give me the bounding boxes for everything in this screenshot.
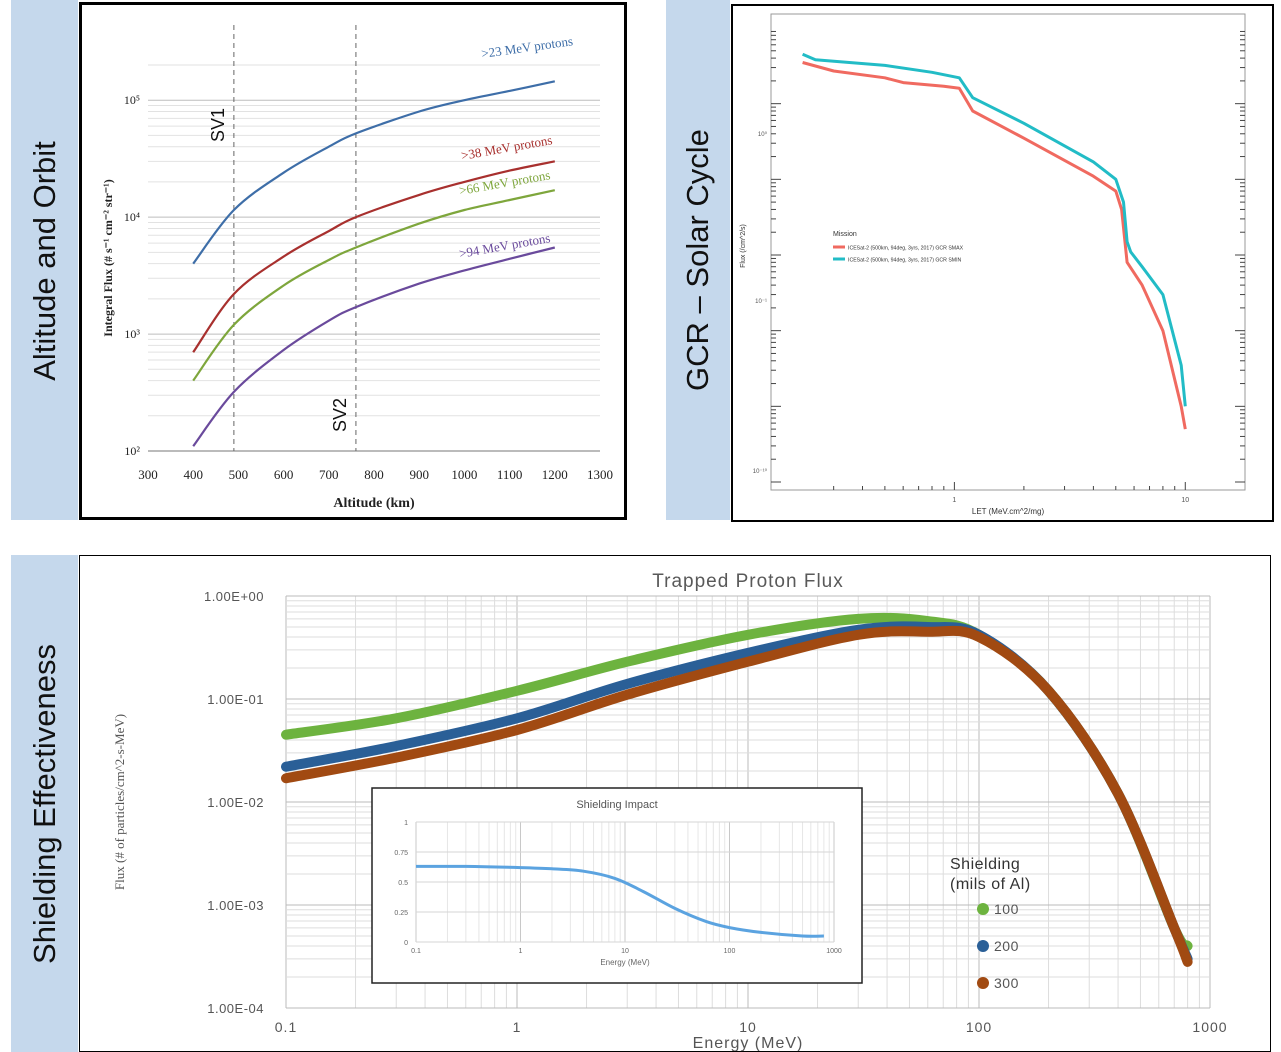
inset-y-tick-label: 0: [404, 940, 408, 947]
x-tick-label: 1100: [497, 467, 523, 482]
inset-x-tick-label: 0.1: [411, 948, 421, 955]
series-line-4: [192, 246, 556, 447]
x-tick-label: 300: [138, 467, 158, 482]
inset-x-tick-label: 1: [519, 948, 523, 955]
altitude-chart-panel: 300 400 500 600 700 800 900 1000 1100 1200 1300 10²…: [79, 2, 627, 520]
legend-entry-100: 100: [994, 901, 1019, 917]
x-tick-label: 800: [364, 467, 384, 482]
gcr-chart: 1 10 10⁰ 10⁻¹ 10⁻¹⁰ LET (MeV.cm^2/mg) Flux (/c…: [740, 13, 1246, 516]
x-tick-label: 1200: [542, 467, 568, 482]
y-axis-label: Flux (/cm^2/s): [740, 224, 747, 268]
y-tick-label: 10⁻¹⁰: [753, 468, 768, 475]
shielding-section-band: [11, 555, 78, 1052]
legend-title: Mission: [833, 231, 857, 238]
legend-marker-100: [977, 903, 989, 915]
inset-x-tick-label: 100: [724, 948, 736, 955]
x-tick-label: 1: [513, 1019, 522, 1035]
altitude-section-label: Altitude and Orbit: [27, 141, 62, 381]
x-tick-label: 700: [319, 467, 339, 482]
x-axis-label: Altitude (km): [333, 496, 415, 511]
altitude-section-band: [11, 0, 78, 520]
inset-frame: [371, 787, 863, 984]
series-line-3: [192, 189, 556, 382]
x-tick-label: 900: [409, 467, 429, 482]
x-tick-label: 1300: [587, 467, 613, 482]
inset-title: Shielding Impact: [576, 799, 657, 811]
x-axis-label: LET (MeV.cm^2/mg): [972, 507, 1045, 516]
series-line-smin: [801, 52, 1187, 407]
x-tick-label: 10: [1181, 497, 1189, 504]
gcr-section-label: GCR – Solar Cycle: [680, 129, 715, 391]
x-tick-label: 400: [183, 467, 203, 482]
x-tick-label: 10: [739, 1019, 757, 1035]
inset-y-tick-label: 0.25: [394, 910, 408, 917]
inset-series-line: [415, 864, 824, 938]
x-tick-label: 1: [952, 497, 956, 504]
inset-x-axis-label: Energy (MeV): [600, 958, 650, 967]
y-tick-label: 1.00E+00: [204, 589, 264, 604]
legend-entry: ICESat-2 (500km, 94deg, 3yrs, 2017) GCR …: [848, 246, 964, 252]
legend-entry-200: 200: [994, 938, 1019, 954]
y-tick-label: 10⁻¹: [755, 299, 767, 305]
x-tick-label: 500: [229, 467, 249, 482]
altitude-chart: 300 400 500 600 700 800 900 1000 1100 1200 1300 10²…: [101, 25, 613, 511]
y-axis-label: Flux (# of particles/cm^2-s-MeV): [112, 714, 127, 890]
x-tick-label: 100: [966, 1019, 992, 1035]
series-line-300: [281, 625, 1193, 967]
gcr-section-band: [666, 0, 730, 520]
legend-title: Shielding: [950, 856, 1020, 873]
y-tick-label: 10²: [124, 444, 140, 458]
chart-title: Trapped Proton Flux: [652, 571, 844, 592]
legend-entry-300: 300: [994, 975, 1019, 991]
series-line-1: [192, 80, 556, 265]
gcr-chart-panel: 1 10 10⁰ 10⁻¹ 10⁻¹⁰ LET (MeV.cm^2/mg) Flux (/c…: [731, 4, 1274, 522]
legend-marker-200: [977, 940, 989, 952]
y-tick-label: 10⁴: [124, 210, 140, 224]
inset-y-tick-label: 1: [404, 820, 408, 827]
series-line-smax: [802, 61, 1187, 430]
legend-marker-300: [977, 977, 989, 989]
legend-title: (mils of Al): [950, 876, 1031, 893]
x-tick-label: 1000: [451, 467, 477, 482]
series-line-2: [192, 160, 556, 353]
x-tick-label: 0.1: [275, 1019, 297, 1035]
y-tick-label: 10⁵: [124, 93, 140, 107]
y-tick-label: 1.00E-01: [207, 692, 264, 707]
x-axis-label: Energy (MeV): [693, 1035, 804, 1051]
y-tick-label: 1.00E-03: [207, 898, 264, 913]
plot-frame: [770, 13, 1246, 491]
proton-chart-panel: Trapped Proton Flux 0.1 1 10 100 1000 1.00E+00…: [79, 555, 1271, 1052]
inset-x-tick-label: 10: [621, 948, 629, 955]
sv1-label: SV1: [208, 108, 228, 142]
y-tick-label: 10⁰: [758, 131, 768, 138]
y-tick-label: 10³: [124, 327, 140, 341]
series-label-1: >23 MeV protons: [480, 33, 574, 61]
shielding-section-label: Shielding Effectiveness: [27, 644, 62, 964]
inset-y-tick-label: 0.75: [394, 850, 408, 857]
y-tick-label: 1.00E-02: [207, 795, 264, 810]
inset-y-tick-label: 0.5: [398, 880, 408, 887]
x-tick-label: 1000: [1192, 1019, 1227, 1035]
sv2-label: SV2: [330, 398, 350, 432]
inset-x-tick-label: 1000: [826, 948, 842, 955]
y-axis-label: Integral Flux (# s⁻¹ cm⁻² str⁻¹): [101, 179, 115, 336]
legend-entry: ICESat-2 (500km, 94deg, 3yrs, 2017) GCR …: [848, 258, 962, 264]
y-tick-label: 1.00E-04: [207, 1001, 264, 1016]
series-label-2: >38 MeV protons: [460, 132, 554, 163]
x-tick-label: 600: [274, 467, 294, 482]
